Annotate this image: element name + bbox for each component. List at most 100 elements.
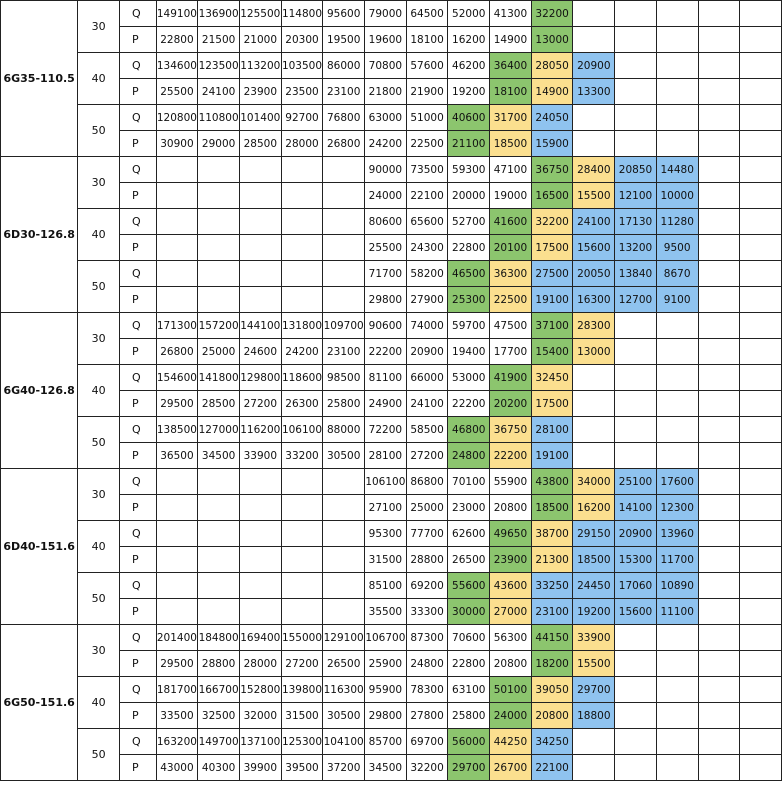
value-cell: 63100 [447, 676, 491, 703]
table-row: P 43000 40300 39900 39500 37200 34500 32200 2970… [1, 754, 782, 781]
value-cell [697, 0, 741, 27]
value-cell: 24000 [364, 182, 407, 209]
value-cell: 58200 [405, 260, 449, 287]
value-cell: 14480 [655, 156, 699, 183]
value-cell: 85100 [364, 572, 407, 599]
value-cell: 106100 [364, 468, 407, 495]
value-cell: 62600 [447, 520, 491, 547]
table-row: P 25500 24300 22800 20100 17500 15600 13200 9500 [1, 234, 782, 261]
value-cell [155, 598, 199, 625]
value-cell [697, 702, 741, 729]
value-cell: 109700 [322, 312, 366, 339]
value-cell [739, 286, 782, 313]
value-cell: 44250 [489, 728, 532, 755]
value-cell [739, 520, 782, 547]
value-cell: 43800 [530, 468, 574, 495]
value-cell: 129800 [238, 364, 282, 391]
value-cell [655, 676, 699, 703]
value-cell: 101400 [238, 104, 282, 131]
value-cell [697, 598, 741, 625]
value-cell: 24800 [405, 650, 449, 677]
value-cell: 28400 [572, 156, 616, 183]
value-cell [697, 676, 741, 703]
value-cell [238, 208, 282, 235]
value-cell: 56000 [447, 728, 491, 755]
speed-cell: 40 [77, 520, 120, 573]
value-cell: 29150 [572, 520, 616, 547]
value-cell: 28300 [572, 312, 616, 339]
value-cell: 9100 [655, 286, 699, 313]
value-cell [655, 728, 699, 755]
value-cell [739, 442, 782, 469]
value-cell: 29800 [364, 286, 407, 313]
value-cell: 81100 [364, 364, 407, 391]
value-cell [155, 208, 199, 235]
value-cell [280, 182, 324, 209]
value-cell: 38700 [530, 520, 574, 547]
value-cell: 201400 [155, 624, 199, 651]
value-cell [697, 312, 741, 339]
value-cell: 19600 [364, 26, 407, 53]
value-cell [697, 338, 741, 365]
value-cell [322, 208, 366, 235]
value-cell [155, 520, 199, 547]
row-label-cell: P [118, 442, 157, 469]
speed-cell: 30 [77, 312, 120, 365]
value-cell: 15500 [572, 182, 616, 209]
value-cell: 24600 [238, 338, 282, 365]
value-cell: 19000 [489, 182, 532, 209]
value-cell: 21900 [405, 78, 449, 105]
value-cell: 76800 [322, 104, 366, 131]
value-cell [197, 572, 240, 599]
value-cell: 16500 [530, 182, 574, 209]
value-cell: 25800 [447, 702, 491, 729]
value-cell: 32200 [530, 208, 574, 235]
value-cell: 21800 [364, 78, 407, 105]
value-cell: 20800 [530, 702, 574, 729]
table-row: 6G35-110.5 30 Q 149100 136900 125500 114800 956… [0, 0, 782, 157]
value-cell: 18500 [572, 546, 616, 573]
value-cell: 29800 [364, 702, 407, 729]
value-cell: 24900 [364, 390, 407, 417]
value-cell: 30500 [322, 702, 366, 729]
row-label-cell: P [118, 338, 157, 365]
value-cell: 95300 [364, 520, 407, 547]
value-cell: 59300 [447, 156, 491, 183]
value-cell: 25500 [155, 78, 199, 105]
row-label-cell: P [118, 182, 157, 209]
value-cell: 34250 [530, 728, 574, 755]
value-cell [655, 338, 699, 365]
speed-cell: 40 [77, 676, 120, 729]
value-cell: 46800 [447, 416, 491, 443]
row-label-cell: P [118, 598, 157, 625]
value-cell: 52700 [447, 208, 491, 235]
value-cell [739, 702, 782, 729]
value-cell: 27500 [530, 260, 574, 287]
value-cell [655, 702, 699, 729]
value-cell: 11700 [655, 546, 699, 573]
value-cell: 36750 [530, 156, 574, 183]
value-cell: 27900 [405, 286, 449, 313]
value-cell [197, 494, 240, 521]
value-cell: 13000 [530, 26, 574, 53]
value-cell: 33500 [155, 702, 199, 729]
value-cell [697, 572, 741, 599]
value-cell [697, 260, 741, 287]
value-cell [155, 156, 199, 183]
value-cell: 34500 [364, 754, 407, 781]
value-cell: 90000 [364, 156, 407, 183]
table-row: 40 Q 134600 123500 113200 103500 86000 70800 576… [1, 52, 782, 105]
value-cell [280, 208, 324, 235]
value-cell [614, 754, 657, 781]
value-cell [197, 546, 240, 573]
table-row: P 29500 28800 28000 27200 26500 25900 24800 2280… [1, 650, 782, 677]
value-cell: 44150 [530, 624, 574, 651]
value-cell: 43600 [489, 572, 532, 599]
value-cell: 92700 [280, 104, 324, 131]
value-cell [697, 26, 741, 53]
value-cell: 46200 [447, 52, 491, 79]
value-cell: 134600 [155, 52, 199, 79]
value-cell: 25100 [614, 468, 657, 495]
value-cell: 141800 [197, 364, 240, 391]
